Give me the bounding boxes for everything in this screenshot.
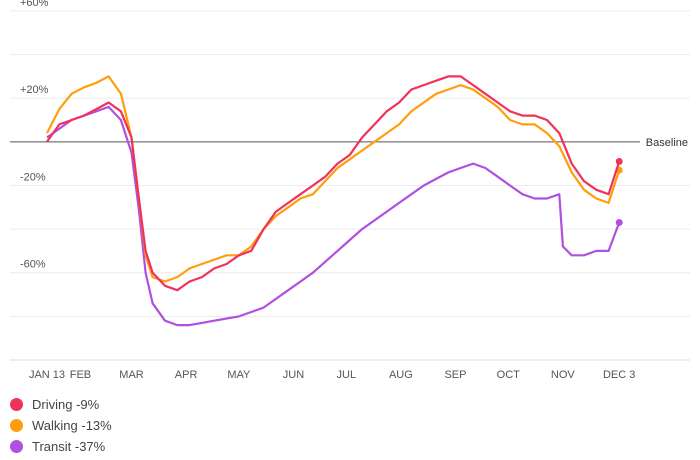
- x-tick-label: OCT: [497, 369, 521, 381]
- walking-line: [46, 75, 621, 283]
- x-tick-label: JAN 13: [29, 369, 65, 381]
- x-tick-label: DEC 3: [603, 369, 635, 381]
- x-tick-label: JUL: [337, 369, 357, 381]
- series-lines: [46, 75, 623, 327]
- walking-dot-icon: [10, 418, 23, 432]
- legend-label-walking: Walking -13%: [32, 417, 112, 433]
- legend-label-driving: Driving -9%: [32, 396, 100, 412]
- driving-dot-icon: [10, 397, 23, 411]
- gridlines: [10, 10, 690, 361]
- x-tick-label: AUG: [389, 369, 413, 381]
- legend-item-transit[interactable]: Transit -37%: [10, 436, 112, 456]
- x-tick-label: JUN: [283, 369, 304, 381]
- x-tick-label: FEB: [70, 369, 91, 381]
- x-tick-label: MAY: [227, 369, 251, 381]
- y-tick-label: -60%: [20, 259, 46, 271]
- driving-line: [46, 75, 621, 292]
- x-tick-label: MAR: [119, 369, 144, 381]
- x-tick-label: NOV: [551, 369, 576, 381]
- legend-item-walking[interactable]: Walking -13%: [10, 415, 112, 435]
- x-tick-label: APR: [175, 369, 198, 381]
- baseline-label: Baseline: [646, 137, 688, 149]
- transit-end-point: [615, 219, 623, 227]
- transit-line: [46, 105, 621, 327]
- y-tick-label: +60%: [20, 0, 49, 9]
- legend-label-transit: Transit -37%: [32, 438, 106, 454]
- y-tick-label: +20%: [20, 84, 49, 96]
- legend: Driving -9% Walking -13% Transit -37%: [10, 394, 112, 457]
- y-tick-label: -20%: [20, 171, 46, 183]
- x-tick-label: SEP: [444, 369, 466, 381]
- y-axis-ticks: +60% +20% -20% -60%: [20, 0, 49, 271]
- baseline: Baseline: [10, 137, 688, 149]
- legend-item-driving[interactable]: Driving -9%: [10, 394, 112, 414]
- line-chart: +60% +20% -20% -60% JAN 13 FEB MAR APR MAY JUN JU…: [10, 0, 690, 381]
- x-axis-ticks: JAN 13 FEB MAR APR MAY JUN JUL AUG SEP OCT NOV DEC …: [29, 369, 635, 381]
- driving-end-point: [615, 157, 623, 165]
- transit-dot-icon: [10, 439, 23, 453]
